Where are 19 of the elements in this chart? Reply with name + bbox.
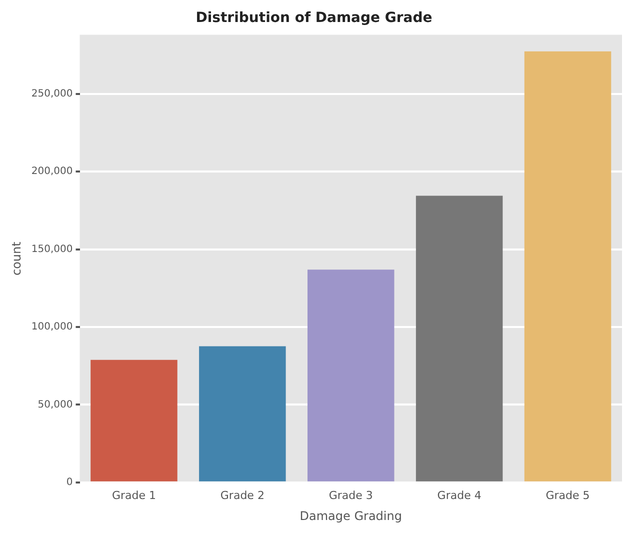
bar [199, 346, 286, 482]
x-tick-label: Grade 5 [546, 488, 590, 502]
y-tick-label: 100,000 [31, 322, 73, 333]
chart-title: Distribution of Damage Grade [196, 10, 432, 26]
y-axis-title: count [9, 241, 24, 276]
bar [524, 51, 612, 482]
x-tick-label: Grade 1 [112, 488, 156, 502]
bar [90, 360, 178, 482]
x-tick-label: Grade 2 [220, 488, 264, 502]
y-tick-label: 50,000 [38, 399, 73, 410]
x-tick-label: Grade 3 [328, 488, 373, 502]
x-tick-label: Grade 4 [437, 488, 482, 502]
y-tick-label: 250,000 [31, 88, 73, 100]
y-tick-label: 150,000 [31, 244, 73, 255]
y-tick-label: 200,000 [31, 166, 73, 178]
bar [416, 196, 503, 482]
bar [307, 270, 394, 482]
y-tick-label: 0 [66, 476, 73, 488]
x-axis-title: Damage Grading [300, 508, 402, 523]
